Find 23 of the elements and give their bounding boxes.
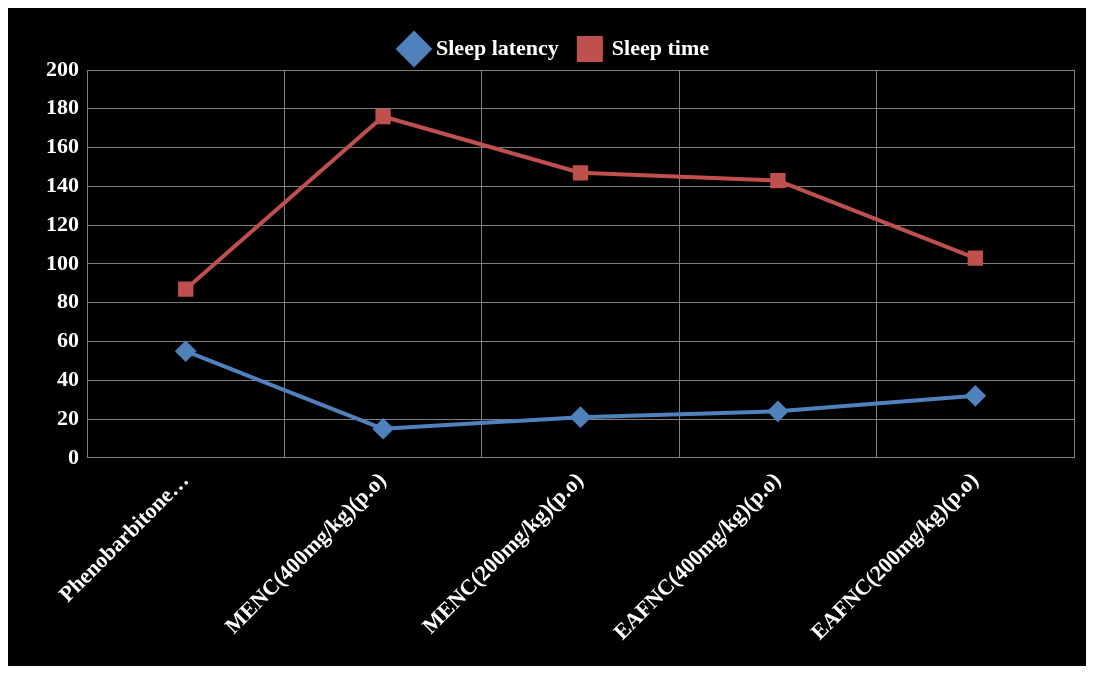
point [373, 418, 394, 439]
y-tick-label: 60 [57, 327, 79, 353]
y-tick-label: 40 [57, 366, 79, 391]
y-tick-label: 20 [57, 404, 79, 430]
y-tick-label: 100 [46, 249, 79, 275]
y-tick-label: 0 [68, 443, 79, 469]
point [770, 172, 786, 189]
point [375, 108, 391, 125]
y-tick-label: 120 [46, 210, 79, 236]
y-tick-label: 200 [46, 55, 79, 81]
point [767, 401, 788, 422]
y-tick-label: 160 [46, 133, 79, 159]
point [965, 385, 986, 406]
point [178, 281, 194, 297]
y-tick-label: 140 [46, 172, 79, 198]
point [570, 407, 591, 428]
point [572, 165, 589, 181]
y-tick-label: 180 [46, 94, 79, 120]
legend-label: Sleep latency [436, 34, 559, 60]
y-tick-label: 80 [57, 288, 79, 314]
legend-label: Sleep time [611, 34, 710, 60]
point [175, 341, 196, 362]
point [967, 250, 983, 266]
